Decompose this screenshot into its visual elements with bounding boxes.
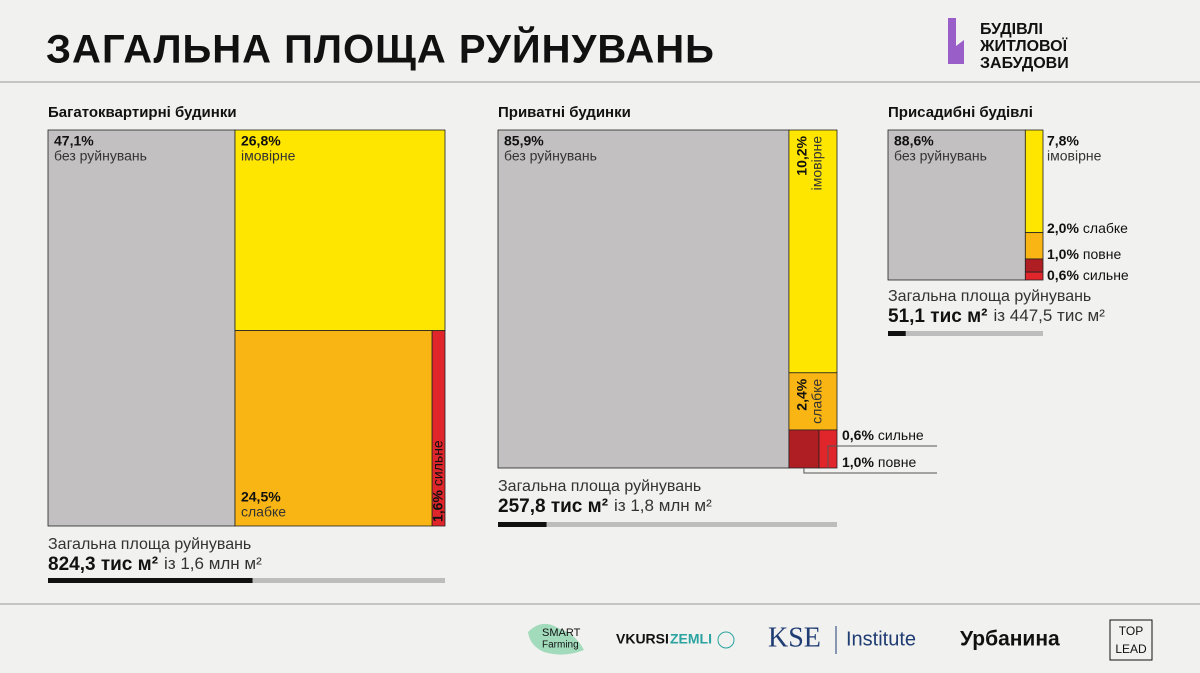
treemap-cell	[1024, 232, 1044, 260]
area-label: 257,8 тис м² із 1,8 млн м²	[498, 496, 712, 517]
value-label: 0,6%	[1047, 267, 1079, 283]
treemap-cell	[788, 429, 820, 469]
category-label: сильне	[1083, 267, 1129, 283]
logo-text: БУДІВЛІ	[980, 21, 1043, 38]
treemap-cell	[1024, 258, 1044, 273]
treemap-cell	[431, 330, 446, 527]
value-label: 0,6%	[842, 427, 874, 443]
damaged-area: 824,3 тис м²	[48, 554, 158, 575]
value-label: 85,9%	[504, 133, 544, 149]
value-label: 1,0%	[1047, 246, 1079, 262]
value-label: 10,2%	[794, 135, 810, 175]
value-label: 1,6%	[429, 490, 445, 522]
footer-logo: LEAD	[1115, 642, 1147, 656]
treemap-cell	[497, 129, 790, 469]
damaged-bar	[888, 331, 906, 336]
footer-logo: VKURSI	[616, 631, 669, 647]
treemap-cell	[788, 372, 838, 431]
footer-logo: Institute	[846, 628, 916, 650]
category-label: без руйнувань	[894, 148, 987, 164]
value-label: 1,0%	[842, 454, 874, 470]
footer-logo: Farming	[542, 640, 579, 651]
logo-shape	[717, 631, 735, 649]
treemap-cell	[1024, 129, 1044, 234]
chart-title: Приватні будинки	[498, 104, 631, 121]
category-label: повне	[878, 454, 917, 470]
category-label: слабке	[1083, 220, 1128, 236]
subtitle: Загальна площа руйнувань	[48, 536, 251, 553]
category-label: повне	[1083, 246, 1122, 262]
logo-shape	[528, 623, 584, 655]
chart-title: Присадибні будівлі	[888, 104, 1033, 121]
category-label: імовірне	[1047, 148, 1102, 164]
total-area: із 1,8 млн м²	[614, 496, 712, 515]
treemap-cell	[788, 129, 838, 374]
logo-shape	[1109, 619, 1153, 661]
label: 1,6% сильне	[429, 440, 445, 522]
category-label: імовірне	[809, 136, 825, 191]
value-label: 47,1%	[54, 133, 94, 149]
label: 2,0% слабке	[1047, 220, 1128, 236]
chart-title: Багатоквартирні будинки	[48, 104, 237, 121]
damaged-area: 51,1 тис м²	[888, 306, 987, 327]
value-label: 88,6%	[894, 133, 934, 149]
value-label: 7,8%	[1047, 133, 1079, 149]
category-label: імовірне	[241, 148, 296, 164]
label: 1,0% повне	[1047, 246, 1121, 262]
value-label: 24,5%	[241, 489, 281, 505]
value-label: 26,8%	[241, 133, 281, 149]
footer-logo: SMART	[542, 627, 581, 639]
label: 0,6% сильне	[842, 427, 924, 443]
footer-logo: TOP	[1119, 624, 1143, 638]
footer-logo: Урбанина	[960, 628, 1060, 651]
logo-text: ЗАБУДОВИ	[980, 55, 1069, 72]
connector	[803, 468, 937, 474]
logo-text: ЖИТЛОВОЇ	[979, 37, 1068, 55]
category-label: без руйнувань	[504, 148, 597, 164]
damaged-area: 257,8 тис м²	[498, 496, 608, 517]
label: 0,6% сильне	[1047, 267, 1129, 283]
category-label: без руйнувань	[54, 148, 147, 164]
total-bar	[888, 331, 1043, 336]
footer-logo: ZEMLI	[670, 631, 712, 647]
treemap-cell	[1024, 271, 1044, 281]
category-label: сильне	[429, 440, 445, 486]
total-bar	[498, 522, 837, 527]
category-label: сильне	[878, 427, 924, 443]
total-area: із 447,5 тис м²	[993, 306, 1105, 325]
logo-mark	[948, 18, 964, 64]
area-label: 51,1 тис м² із 447,5 тис м²	[888, 306, 1105, 327]
rotated-label: 10,2% імовірне	[794, 135, 825, 190]
category-label: слабке	[241, 504, 286, 520]
total-area: із 1,6 млн м²	[164, 554, 262, 573]
subtitle: Загальна площа руйнувань	[498, 478, 701, 495]
treemap-cell	[234, 129, 446, 332]
damaged-bar	[48, 578, 253, 583]
connector	[827, 445, 937, 468]
treemap-cell	[47, 129, 236, 527]
value-label: 2,4%	[794, 378, 810, 410]
area-label: 824,3 тис м² із 1,6 млн м²	[48, 554, 262, 575]
value-label: 2,0%	[1047, 220, 1079, 236]
rotated-label: 1,6% сильне	[429, 440, 445, 522]
treemap-cell	[234, 330, 433, 527]
treemap-cell	[887, 129, 1026, 281]
label: 1,0% повне	[842, 454, 916, 470]
category-label: слабке	[809, 379, 825, 424]
footer-logo: KSE	[768, 622, 821, 653]
damaged-bar	[498, 522, 547, 527]
rotated-label: 2,4% слабке	[794, 378, 825, 424]
subtitle: Загальна площа руйнувань	[888, 288, 1091, 305]
page-title: ЗАГАЛЬНА ПЛОЩА РУЙНУВАНЬ	[46, 26, 715, 72]
